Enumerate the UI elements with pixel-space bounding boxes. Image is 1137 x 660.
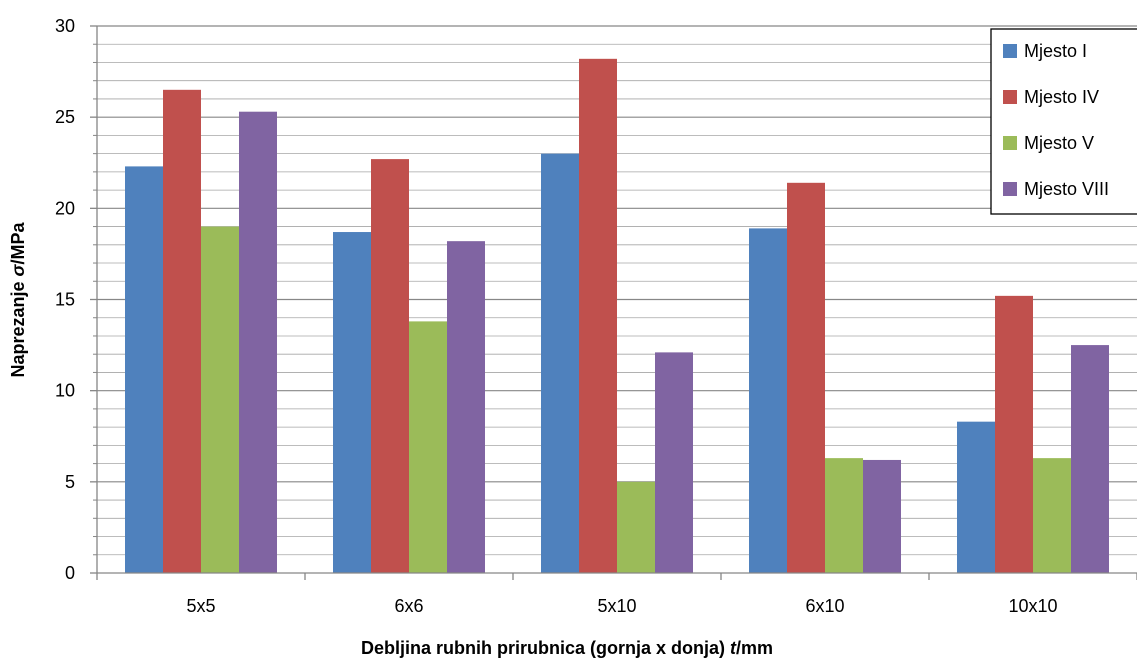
legend-swatch	[1003, 136, 1017, 150]
bar	[787, 182, 825, 573]
bar	[1071, 345, 1109, 573]
y-tick-label: 5	[65, 472, 75, 492]
bar	[863, 459, 901, 573]
y-tick-labels: 0 5 10 15 20 25 30	[55, 16, 75, 583]
legend-swatch	[1003, 44, 1017, 58]
axes	[90, 25, 1137, 580]
y-axis-title: Naprezanje σ/MPa	[8, 222, 28, 378]
legend-label: Mjesto V	[1024, 133, 1094, 153]
bar	[163, 89, 201, 574]
bar	[825, 458, 863, 573]
legend-swatch	[1003, 182, 1017, 196]
x-tick-label: 6x10	[805, 596, 844, 616]
y-tick-label: 25	[55, 107, 75, 127]
y-tick-label: 20	[55, 198, 75, 218]
bar	[655, 352, 693, 573]
y-tick-label: 30	[55, 16, 75, 36]
legend-label: Mjesto VIII	[1024, 179, 1109, 199]
bar	[239, 111, 277, 574]
x-tick-label: 6x6	[394, 596, 423, 616]
bar	[409, 321, 447, 573]
x-tick-label: 5x5	[186, 596, 215, 616]
legend-label: Mjesto IV	[1024, 87, 1099, 107]
bars	[125, 58, 1109, 574]
bar	[371, 159, 409, 573]
bar	[957, 421, 995, 573]
bar	[447, 241, 485, 574]
y-tick-label: 15	[55, 290, 75, 310]
bar	[201, 226, 239, 574]
y-tick-label: 10	[55, 381, 75, 401]
legend: Mjesto I Mjesto IV Mjesto V Mjesto VIII	[990, 28, 1137, 215]
bar	[541, 153, 579, 573]
bar	[995, 295, 1033, 573]
x-tick-label: 10x10	[1008, 596, 1057, 616]
bar	[1033, 458, 1071, 573]
y-tick-label: 0	[65, 563, 75, 583]
bar	[617, 481, 655, 573]
bar	[579, 58, 617, 573]
bar	[333, 232, 371, 573]
bar	[125, 166, 163, 573]
x-axis-title: Debljina rubnih prirubnica (gornja x don…	[361, 638, 773, 658]
bar	[749, 228, 787, 573]
x-tick-label: 5x10	[597, 596, 636, 616]
legend-swatch	[1003, 90, 1017, 104]
legend-label: Mjesto I	[1024, 41, 1087, 61]
x-tick-labels: 5x5 6x6 5x10 6x10 10x10	[186, 596, 1057, 616]
